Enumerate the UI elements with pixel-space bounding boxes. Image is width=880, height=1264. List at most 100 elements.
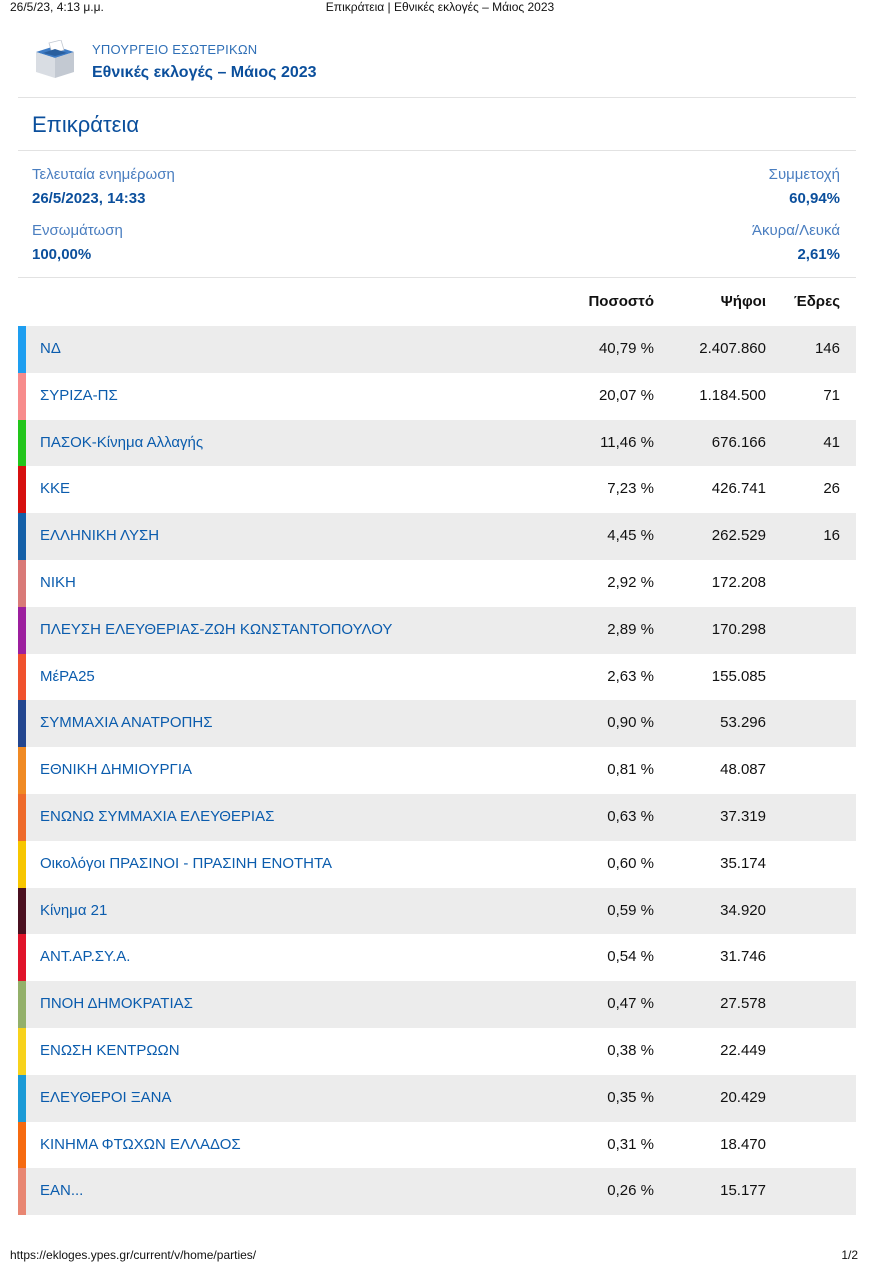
table-row[interactable]: ΕΘΝΙΚΗ ΔΗΜΙΟΥΡΓΙΑ 0,81 % 48.087: [18, 747, 856, 794]
divider: [18, 277, 856, 278]
table-row[interactable]: ΕΝΩΝΩ ΣΥΜΜΑΧΙΑ ΕΛΕΥΘΕΡΙΑΣ 0,63 % 37.319: [18, 793, 856, 841]
party-color-bar: [18, 793, 26, 841]
party-percent: 0,90 %: [607, 714, 654, 732]
party-percent: 2,92 %: [607, 573, 654, 591]
party-votes: 20.429: [720, 1088, 766, 1106]
party-name-link[interactable]: ΜέΡΑ25: [40, 667, 95, 685]
party-name-link[interactable]: ΕΛΕΥΘΕΡΟΙ ΞΑΝΑ: [40, 1088, 172, 1106]
header-votes[interactable]: Ψήφοι: [720, 293, 766, 310]
party-color-bar: [18, 747, 26, 794]
party-seats: 26: [823, 480, 840, 498]
party-color-bar: [18, 1168, 26, 1216]
party-name-link[interactable]: ΠΛΕΥΣΗ ΕΛΕΥΘΕΡΙΑΣ-ΖΩΗ ΚΩΝΣΤΑΝΤΟΠΟΥΛΟΥ: [40, 620, 393, 638]
party-color-bar: [18, 606, 26, 654]
party-votes: 53.296: [720, 714, 766, 732]
party-color-bar: [18, 700, 26, 748]
party-color-bar: [18, 653, 26, 701]
party-percent: 0,59 %: [607, 901, 654, 919]
party-name-link[interactable]: ΕΛΛΗΝΙΚΗ ΛΥΣΗ: [40, 527, 160, 545]
party-name-link[interactable]: ΝΔ: [40, 340, 61, 357]
party-name-link[interactable]: ΠΝΟΗ ΔΗΜΟΚΡΑΤΙΑΣ: [40, 995, 193, 1013]
party-votes: 676.166: [711, 433, 766, 451]
party-color-bar: [18, 372, 26, 420]
party-name-link[interactable]: ΕΝΩΝΩ ΣΥΜΜΑΧΙΑ ΕΛΕΥΘΕΡΙΑΣ: [40, 807, 275, 825]
party-name-link[interactable]: ΣΥΡΙΖΑ-ΠΣ: [40, 386, 118, 404]
party-percent: 4,45 %: [607, 527, 654, 545]
party-seats: 41: [823, 433, 840, 451]
table-row[interactable]: ΕΑΝ... 0,26 % 15.177: [18, 1168, 856, 1216]
party-percent: 0,31 %: [607, 1135, 654, 1153]
table-row[interactable]: Κίνημα 21 0,59 % 34.920: [18, 887, 856, 935]
last-update-label: Τελευταία ενημέρωση: [32, 166, 175, 183]
table-row[interactable]: ΠΑΣΟΚ-Κίνημα Αλλαγής 11,46 % 676.166 41: [18, 419, 856, 467]
party-votes: 155.085: [711, 667, 766, 685]
integration-value: 100,00%: [32, 246, 92, 263]
party-votes: 22.449: [720, 1041, 766, 1059]
party-color-bar: [18, 1074, 26, 1122]
print-header: 26/5/23, 4:13 μ.μ. Επικράτεια | Εθνικές …: [0, 0, 880, 16]
table-row[interactable]: ΑΝΤ.ΑΡ.ΣΥ.Α. 0,54 % 31.746: [18, 934, 856, 982]
party-name-link[interactable]: Οικολόγοι ΠΡΑΣΙΝΟΙ - ΠΡΑΣΙΝΗ ΕΝΟΤΗΤΑ: [40, 854, 333, 872]
ballot-box-icon: [36, 40, 74, 78]
party-votes: 35.174: [720, 854, 766, 872]
table-row[interactable]: ΝΙΚΗ 2,92 % 172.208: [18, 559, 856, 607]
invalid-blank-value: 2,61%: [797, 246, 840, 263]
table-row[interactable]: Οικολόγοι ΠΡΑΣΙΝΟΙ - ΠΡΑΣΙΝΗ ΕΝΟΤΗΤΑ 0,60…: [18, 840, 856, 888]
table-row[interactable]: ΣΥΡΙΖΑ-ΠΣ 20,07 % 1.184.500 71: [18, 372, 856, 420]
party-name-link[interactable]: ΕΑΝ...: [40, 1182, 84, 1200]
table-row[interactable]: ΚΚΕ 7,23 % 426.741 26: [18, 466, 856, 514]
party-votes: 27.578: [720, 995, 766, 1013]
party-votes: 426.741: [711, 480, 766, 498]
party-name-link[interactable]: ΠΑΣΟΚ-Κίνημα Αλλαγής: [40, 433, 204, 451]
party-percent: 7,23 %: [607, 480, 654, 498]
table-row[interactable]: ΚΙΝΗΜΑ ΦΤΩΧΩΝ ΕΛΛΑΔΟΣ 0,31 % 18.470: [18, 1121, 856, 1169]
election-title: Εθνικές εκλογές – Μάιος 2023: [92, 64, 317, 81]
ministry-name: ΥΠΟΥΡΓΕΙΟ ΕΣΩΤΕΡΙΚΩΝ: [92, 42, 258, 57]
party-name-link[interactable]: ΑΝΤ.ΑΡ.ΣΥ.Α.: [40, 948, 131, 966]
party-color-bar: [18, 887, 26, 935]
table-row[interactable]: ΕΝΩΣΗ ΚΕΝΤΡΩΩΝ 0,38 % 22.449: [18, 1027, 856, 1075]
table-row[interactable]: ΕΛΛΗΝΙΚΗ ΛΥΣΗ 4,45 % 262.529 16: [18, 513, 856, 560]
party-color-bar: [18, 559, 26, 607]
party-color-bar: [18, 419, 26, 467]
integration-label: Ενσωμάτωση: [32, 222, 123, 239]
party-color-bar: [18, 934, 26, 982]
table-row[interactable]: ΝΔ 40,79 % 2.407.860 146: [18, 326, 856, 373]
table-row[interactable]: ΜέΡΑ25 2,63 % 155.085: [18, 653, 856, 701]
party-percent: 2,89 %: [607, 620, 654, 638]
print-title: Επικράτεια | Εθνικές εκλογές – Μάιος 202…: [325, 0, 555, 14]
print-url: https://ekloges.ypes.gr/current/v/home/p…: [10, 1248, 257, 1262]
party-votes: 172.208: [711, 573, 766, 591]
table-row[interactable]: ΣΥΜΜΑΧΙΑ ΑΝΑΤΡΟΠΗΣ 0,90 % 53.296: [18, 700, 856, 748]
party-name-link[interactable]: Κίνημα 21: [40, 901, 108, 919]
table-row[interactable]: ΕΛΕΥΘΕΡΟΙ ΞΑΝΑ 0,35 % 20.429: [18, 1074, 856, 1122]
party-name-link[interactable]: ΚΙΝΗΜΑ ΦΤΩΧΩΝ ΕΛΛΑΔΟΣ: [40, 1135, 241, 1153]
table-row[interactable]: ΠΛΕΥΣΗ ΕΛΕΥΘΕΡΙΑΣ-ΖΩΗ ΚΩΝΣΤΑΝΤΟΠΟΥΛΟΥ 2,8…: [18, 606, 856, 654]
party-name-link[interactable]: ΚΚΕ: [40, 480, 71, 498]
print-page-number: 1/2: [841, 1248, 858, 1262]
results-table-header: Ποσοστό Ψήφοι Έδρες: [18, 293, 856, 313]
party-name-link[interactable]: ΝΙΚΗ: [40, 573, 76, 591]
party-votes: 31.746: [720, 948, 766, 966]
party-percent: 0,35 %: [607, 1088, 654, 1106]
divider: [18, 97, 856, 98]
party-percent: 2,63 %: [607, 667, 654, 685]
print-datetime: 26/5/23, 4:13 μ.μ.: [10, 0, 104, 14]
party-seats: 71: [823, 386, 840, 404]
divider: [18, 150, 856, 151]
header-seats[interactable]: Έδρες: [793, 293, 840, 310]
party-color-bar: [18, 840, 26, 888]
participation-value: 60,94%: [789, 190, 840, 207]
party-name-link[interactable]: ΕΝΩΣΗ ΚΕΝΤΡΩΩΝ: [40, 1041, 180, 1059]
party-name-link[interactable]: ΕΘΝΙΚΗ ΔΗΜΙΟΥΡΓΙΑ: [40, 761, 192, 779]
party-votes: 15.177: [720, 1182, 766, 1200]
table-row[interactable]: ΠΝΟΗ ΔΗΜΟΚΡΑΤΙΑΣ 0,47 % 27.578: [18, 981, 856, 1028]
party-percent: 0,47 %: [607, 995, 654, 1013]
party-name-link[interactable]: ΣΥΜΜΑΧΙΑ ΑΝΑΤΡΟΠΗΣ: [40, 714, 213, 732]
header-percent[interactable]: Ποσοστό: [588, 293, 654, 310]
party-percent: 0,81 %: [607, 761, 654, 779]
party-votes: 18.470: [720, 1135, 766, 1153]
party-color-bar: [18, 1027, 26, 1075]
party-votes: 37.319: [720, 807, 766, 825]
party-color-bar: [18, 981, 26, 1028]
